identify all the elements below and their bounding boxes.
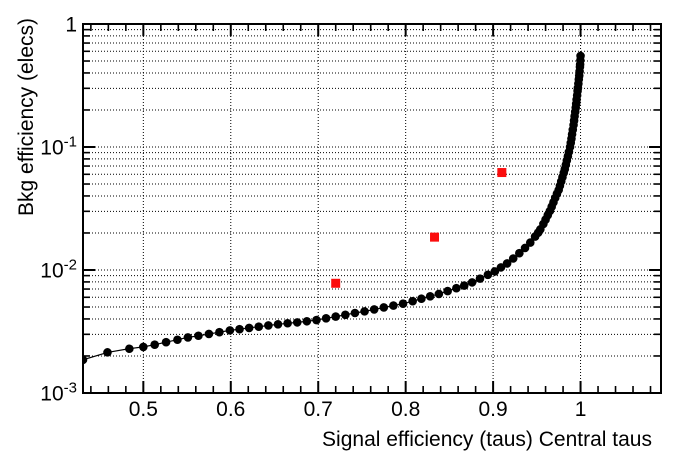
roc-data-point	[360, 307, 369, 316]
roc-data-point	[425, 292, 435, 301]
roc-data-point	[273, 319, 283, 329]
roc-data-point	[459, 281, 469, 290]
roc-data-point	[408, 296, 417, 306]
x-axis-title: Signal efficiency (taus) Central taus	[322, 428, 652, 451]
roc-data-point	[235, 324, 244, 334]
reference-point	[430, 232, 440, 242]
x-tick-label: 0.8	[391, 398, 420, 421]
roc-data-point	[576, 51, 585, 61]
plot-frame	[82, 23, 662, 394]
roc-data-point	[502, 259, 512, 268]
x-tick-label: 0.5	[129, 398, 158, 421]
roc-data-point	[341, 310, 350, 320]
roc-data-point	[150, 340, 160, 349]
roc-data-point	[83, 355, 88, 365]
roc-data-point	[525, 238, 535, 247]
roc-data-point	[215, 327, 224, 337]
data-layer	[83, 51, 585, 365]
roc-data-point	[515, 248, 524, 258]
x-tick-label: 1	[575, 398, 587, 421]
y-axis-title: Bkg efficiency (elecs)	[15, 18, 38, 216]
roc-data-point	[443, 286, 452, 296]
roc-data-point	[434, 289, 444, 299]
gridlines	[83, 24, 661, 393]
roc-data-point	[225, 326, 235, 335]
roc-data-point	[496, 263, 506, 272]
y-tick-label: 1	[65, 14, 77, 37]
axis-ticks	[83, 23, 661, 394]
roc-data-point	[161, 337, 171, 347]
roc-data-point	[331, 312, 341, 321]
tick-labels: 0.5 0.6 0.7 0.8 0.9 1 1 10-1 10-2 10-3	[40, 14, 586, 422]
roc-data-point	[194, 331, 203, 341]
roc-data-point	[244, 323, 254, 333]
y-tick-label: 10-2	[40, 257, 77, 283]
roc-data-point	[321, 313, 331, 323]
reference-point	[331, 278, 341, 288]
roc-curve-line	[83, 55, 582, 361]
roc-data-point	[508, 254, 518, 263]
roc-data-point	[520, 243, 530, 253]
roc-data-point	[173, 335, 182, 345]
roc-data-point	[302, 316, 312, 326]
roc-data-point	[398, 299, 408, 309]
roc-data-point	[417, 294, 426, 304]
roc-data-point	[490, 267, 500, 276]
roc-data-point	[475, 274, 485, 283]
roc-data-point	[183, 333, 193, 342]
roc-data-point	[292, 318, 302, 327]
y-tick-label: 10-1	[40, 134, 77, 160]
roc-data-point	[139, 342, 148, 352]
roc-data-point	[369, 305, 379, 314]
roc-data-point	[254, 322, 264, 331]
x-tick-label: 0.6	[216, 398, 245, 421]
roc-data-point	[204, 329, 214, 339]
roc-data-point	[389, 301, 398, 310]
roc-data-point	[103, 348, 112, 357]
roc-data-point	[452, 283, 461, 293]
x-tick-label: 0.9	[479, 398, 508, 421]
roc-data-point	[350, 308, 360, 318]
y-tick-label: 10-3	[40, 380, 77, 406]
reference-point	[497, 168, 507, 178]
roc-data-point	[312, 315, 321, 325]
roc-data-point	[483, 270, 493, 280]
x-tick-label: 0.7	[304, 398, 333, 421]
roc-data-point	[379, 303, 389, 312]
roc-data-point	[283, 318, 292, 328]
roc-data-point	[467, 278, 477, 287]
roc-data-point	[125, 344, 134, 354]
roc-data-point	[264, 321, 273, 330]
